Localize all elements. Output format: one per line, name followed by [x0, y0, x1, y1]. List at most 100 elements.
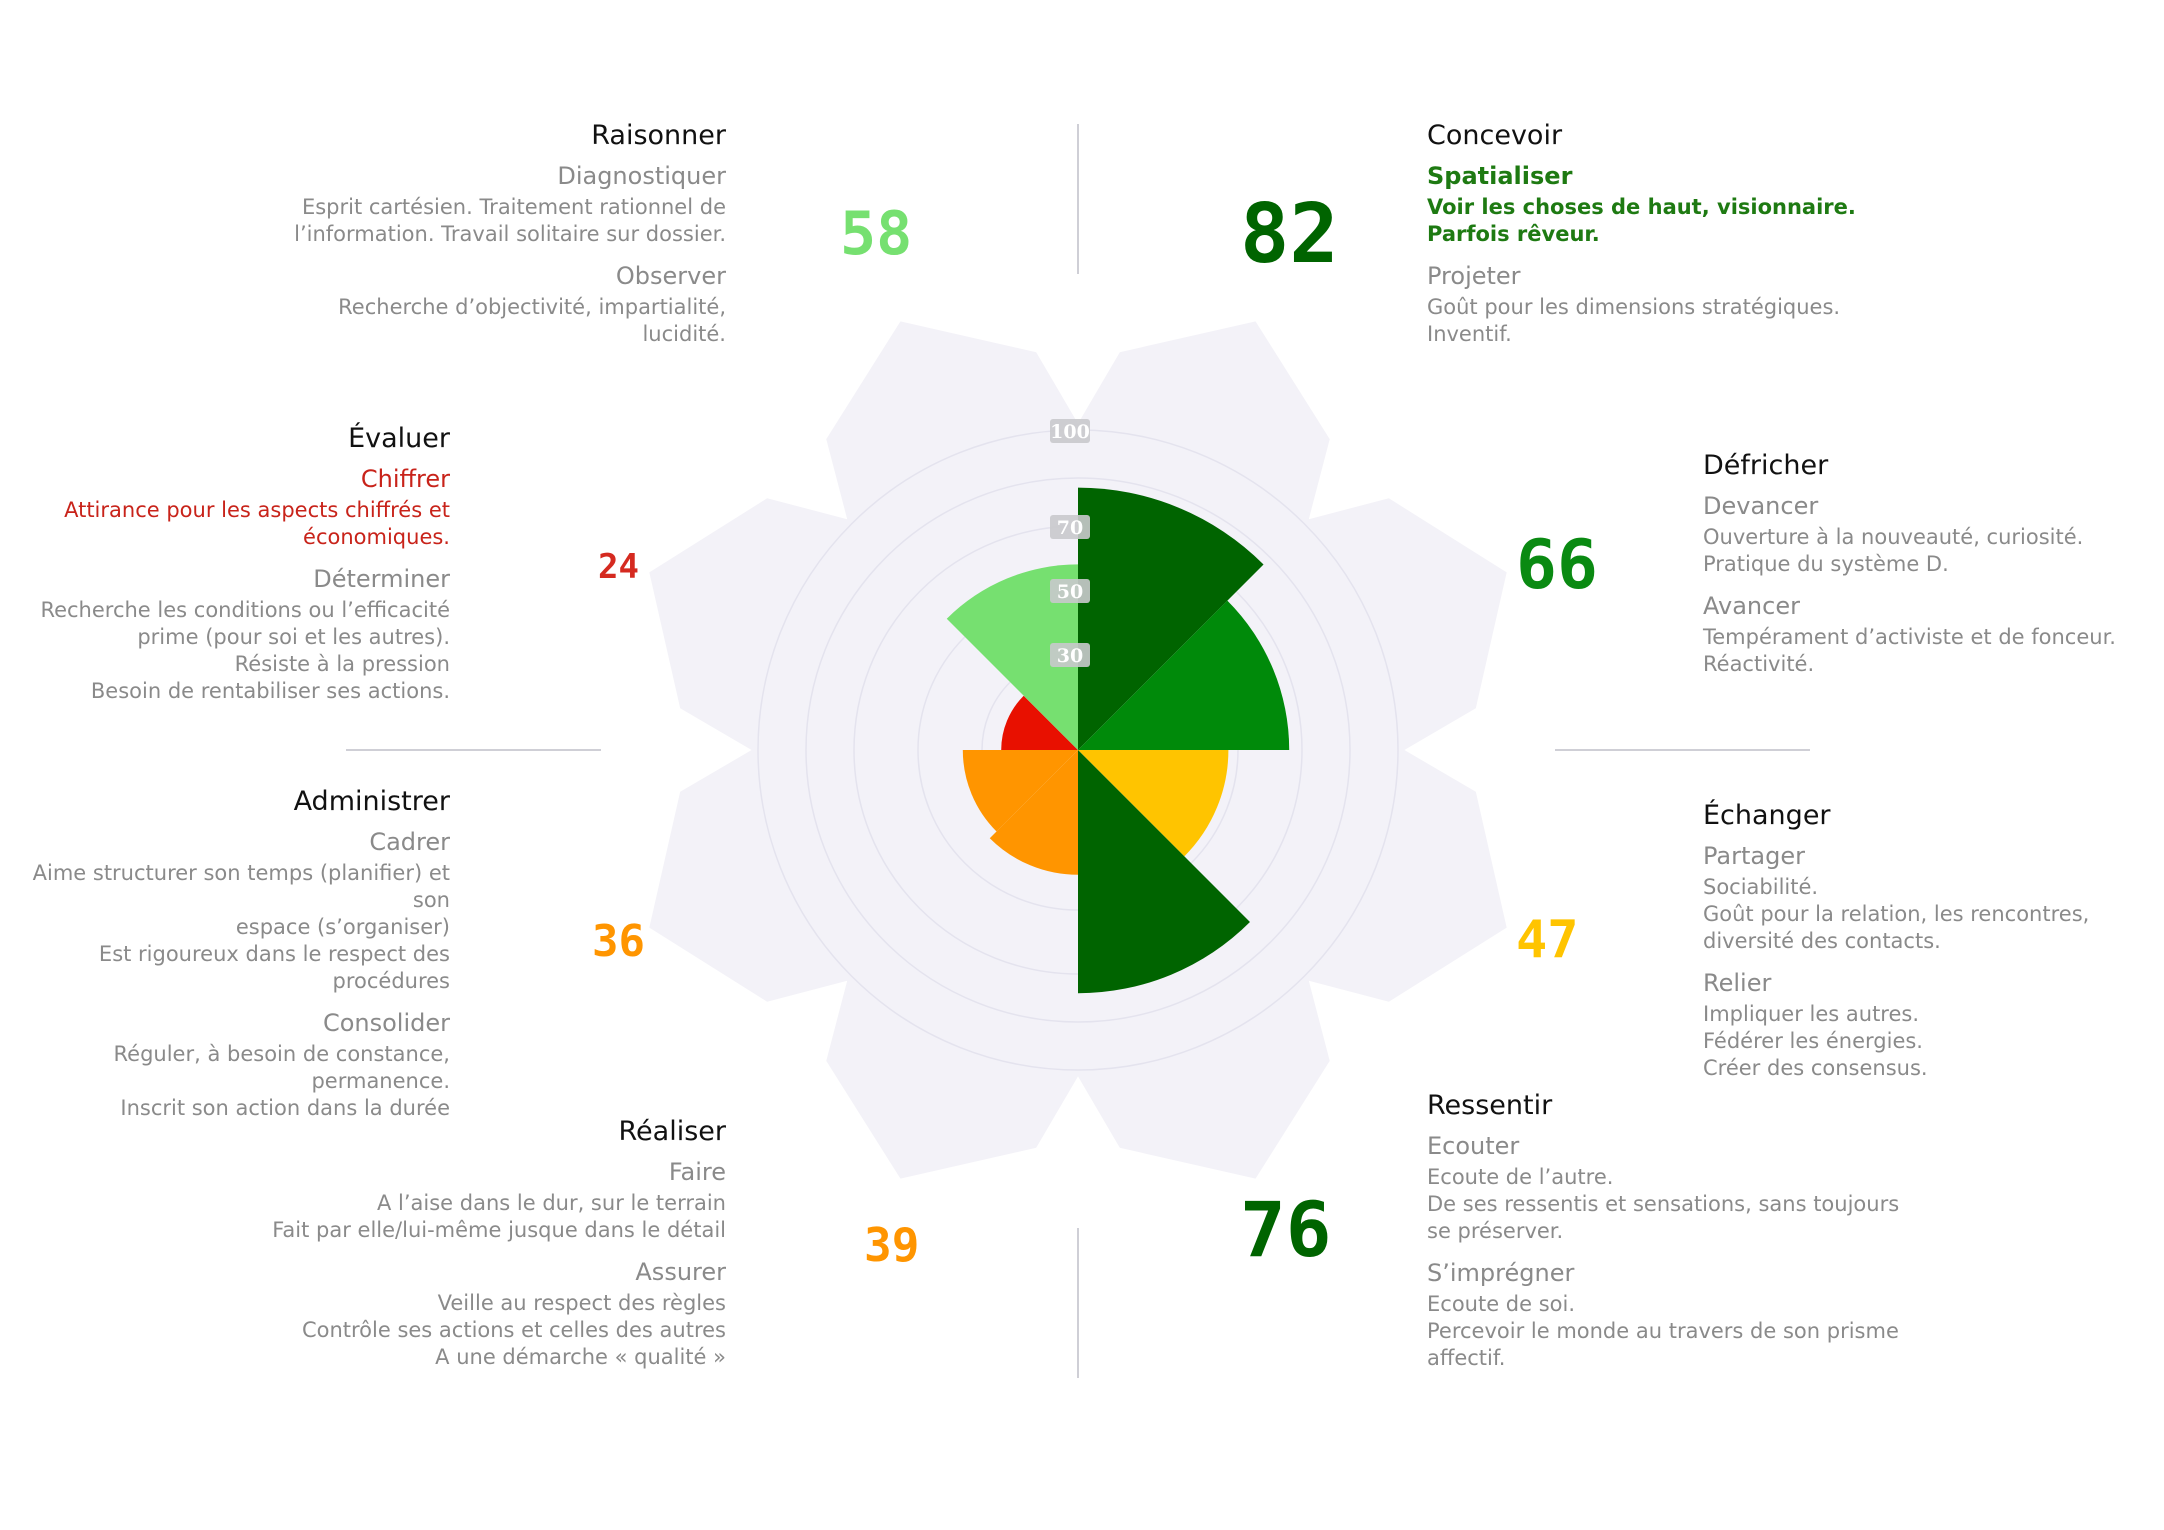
subsection-description: Sociabilité. Goût pour la relation, les r…: [1703, 874, 2153, 955]
subsection-title: Cadrer: [369, 828, 450, 857]
description-line: Veille au respect des règles: [437, 1290, 726, 1315]
tick-label: 70: [1057, 517, 1083, 539]
subsection: Diagnostiquer Esprit cartésien. Traitemen…: [166, 162, 726, 248]
description-line: Besoin de rentabiliser ses actions.: [90, 678, 450, 703]
section-concevoir: Concevoir Spatialiser Voir les choses de h…: [1427, 120, 1987, 362]
description-line: l’information. Travail solitaire sur dos…: [294, 222, 726, 247]
description-line: Créer des consensus.: [1703, 1055, 1928, 1080]
subsection: S’imprégner Ecoute de soi. Percevoir le mo…: [1427, 1259, 1987, 1372]
section-title: Échanger: [1703, 800, 1831, 831]
wedge-réaliser: [989, 750, 1078, 875]
subsection: Relier Impliquer les autres. Fédérer les é…: [1703, 969, 2153, 1082]
subsection-description: Attirance pour les aspects chiffrés et éc…: [10, 497, 450, 551]
subsection-title: Chiffrer: [360, 465, 450, 494]
description-line: Contrôle ses actions et celles des autre…: [301, 1317, 726, 1342]
subsection: Avancer Tempérament d’activiste et de fon…: [1703, 592, 2153, 678]
section-title: Administrer: [293, 786, 450, 817]
tick-label-bg: [1050, 579, 1090, 603]
description-line: Voir les choses de haut, visionnaire.: [1427, 195, 1856, 220]
section-defricher: Défricher Devancer Ouverture à la nouveaut…: [1703, 450, 2153, 692]
tick-label-bg: [1050, 515, 1090, 539]
wedge-défricher: [1078, 600, 1290, 750]
description-line: Résiste à la pression: [234, 651, 450, 676]
subsection: Observer Recherche d’objectivité, imparti…: [166, 262, 726, 348]
subsection-description: Voir les choses de haut, visionnaire. Par…: [1427, 194, 1987, 248]
subsection-title: Partager: [1703, 842, 1805, 871]
subsection: Déterminer Recherche les conditions ou l’…: [10, 565, 450, 705]
score-raisonner: 58: [840, 199, 913, 269]
subsection: Ecouter Ecoute de l’autre. De ses ressenti…: [1427, 1132, 1987, 1245]
description-line: Est rigoureux dans le respect des: [98, 942, 450, 967]
subsection: Consolider Réguler, à besoin de constance…: [0, 1009, 450, 1122]
description-line: se préserver.: [1427, 1219, 1564, 1244]
wedge-concevoir: [1078, 487, 1264, 750]
score-evaluer: 24: [598, 547, 639, 587]
section-realiser: Réaliser Faire A l’aise dans le dur, sur l…: [166, 1116, 726, 1385]
section-ressentir: Ressentir Ecouter Ecoute de l’autre. De ses…: [1427, 1090, 1987, 1386]
subsection: Devancer Ouverture à la nouveauté, curios…: [1703, 492, 2153, 578]
description-line: Goût pour les dimensions stratégiques.: [1427, 294, 1841, 319]
wedge-administrer: [962, 750, 1078, 832]
score-defricher: 66: [1516, 526, 1598, 605]
divider-left: [346, 749, 601, 751]
subsection-title: Déterminer: [313, 565, 450, 594]
description-line: A une démarche « qualité »: [435, 1344, 726, 1369]
divider-bottom: [1077, 1228, 1079, 1378]
section-title: Raisonner: [591, 120, 726, 151]
subsection: Spatialiser Voir les choses de haut, visi…: [1427, 162, 1987, 248]
description-line: Esprit cartésien. Traitement rationnel d…: [301, 195, 726, 220]
subsection: Projeter Goût pour les dimensions stratég…: [1427, 262, 1987, 348]
tick-label: 100: [1050, 421, 1090, 443]
subsection-title: Avancer: [1703, 592, 1800, 621]
subsection-description: Réguler, à besoin de constance, permanenc…: [0, 1041, 450, 1122]
section-raisonner: Raisonner Diagnostiquer Esprit cartésien. …: [166, 120, 726, 362]
description-line: Réactivité.: [1703, 651, 1815, 676]
subsection-description: Esprit cartésien. Traitement rationnel d…: [166, 194, 726, 248]
subsection-description: Aime structurer son temps (planifier) et…: [0, 860, 450, 995]
subsection-title: Ecouter: [1427, 1132, 1520, 1161]
tick-label-bg: [1050, 419, 1090, 443]
description-line: affectif.: [1427, 1345, 1506, 1370]
description-line: Pratique du système D.: [1703, 552, 1949, 577]
subsection-title: Devancer: [1703, 492, 1819, 521]
description-line: Ecoute de soi.: [1427, 1291, 1576, 1316]
score-echanger: 47: [1516, 910, 1579, 970]
subsection-description: Impliquer les autres. Fédérer les énergie…: [1703, 1001, 2153, 1082]
subsection-description: Tempérament d’activiste et de fonceur. Ré…: [1703, 624, 2153, 678]
description-line: diversité des contacts.: [1703, 929, 1941, 954]
subsection-title: Diagnostiquer: [557, 162, 726, 191]
wedge-évaluer: [1001, 695, 1078, 750]
description-line: prime (pour soi et les autres).: [137, 624, 450, 649]
description-line: Ouverture à la nouveauté, curiosité.: [1703, 525, 2084, 550]
description-line: Inscrit son action dans la durée: [120, 1095, 450, 1120]
description-line: Recherche les conditions ou l’efficacité: [40, 597, 450, 622]
score-realiser: 39: [864, 1218, 920, 1272]
section-title: Défricher: [1703, 450, 1829, 481]
description-line: Impliquer les autres.: [1703, 1001, 1920, 1026]
subsection: Chiffrer Attirance pour les aspects chiff…: [10, 465, 450, 551]
wedge-ressentir: [1078, 750, 1250, 994]
description-line: A l’aise dans le dur, sur le terrain: [376, 1191, 726, 1216]
chart-ring: [805, 477, 1351, 1023]
subsection-description: Ecoute de soi. Percevoir le monde au trav…: [1427, 1291, 1987, 1372]
subsection-description: Recherche les conditions ou l’efficacité…: [10, 597, 450, 705]
description-line: procédures: [332, 969, 451, 994]
description-line: Recherche d’objectivité, impartialité,: [338, 294, 726, 319]
description-line: espace (s’organiser): [235, 915, 450, 940]
subsection-title: Faire: [668, 1158, 726, 1187]
chart-wedges: [946, 487, 1290, 994]
description-line: Percevoir le monde au travers de son pri…: [1427, 1318, 1899, 1343]
description-line: lucidité.: [642, 321, 726, 346]
score-ressentir: 76: [1240, 1185, 1332, 1274]
tick-label: 50: [1057, 581, 1083, 603]
subsection-description: Recherche d’objectivité, impartialité, lu…: [166, 294, 726, 348]
chart-tick-labels: 100 70 50 30: [1050, 419, 1090, 667]
subsection-title: S’imprégner: [1427, 1259, 1575, 1288]
subsection-description: A l’aise dans le dur, sur le terrain Fait…: [166, 1190, 726, 1244]
subsection: Partager Sociabilité. Goût pour la relatio…: [1703, 842, 2153, 955]
section-title: Réaliser: [618, 1116, 727, 1147]
description-line: Goût pour la relation, les rencontres,: [1703, 902, 2090, 927]
subsection-title: Consolider: [322, 1009, 450, 1038]
section-echanger: Échanger Partager Sociabilité. Goût pour la…: [1703, 800, 2153, 1096]
